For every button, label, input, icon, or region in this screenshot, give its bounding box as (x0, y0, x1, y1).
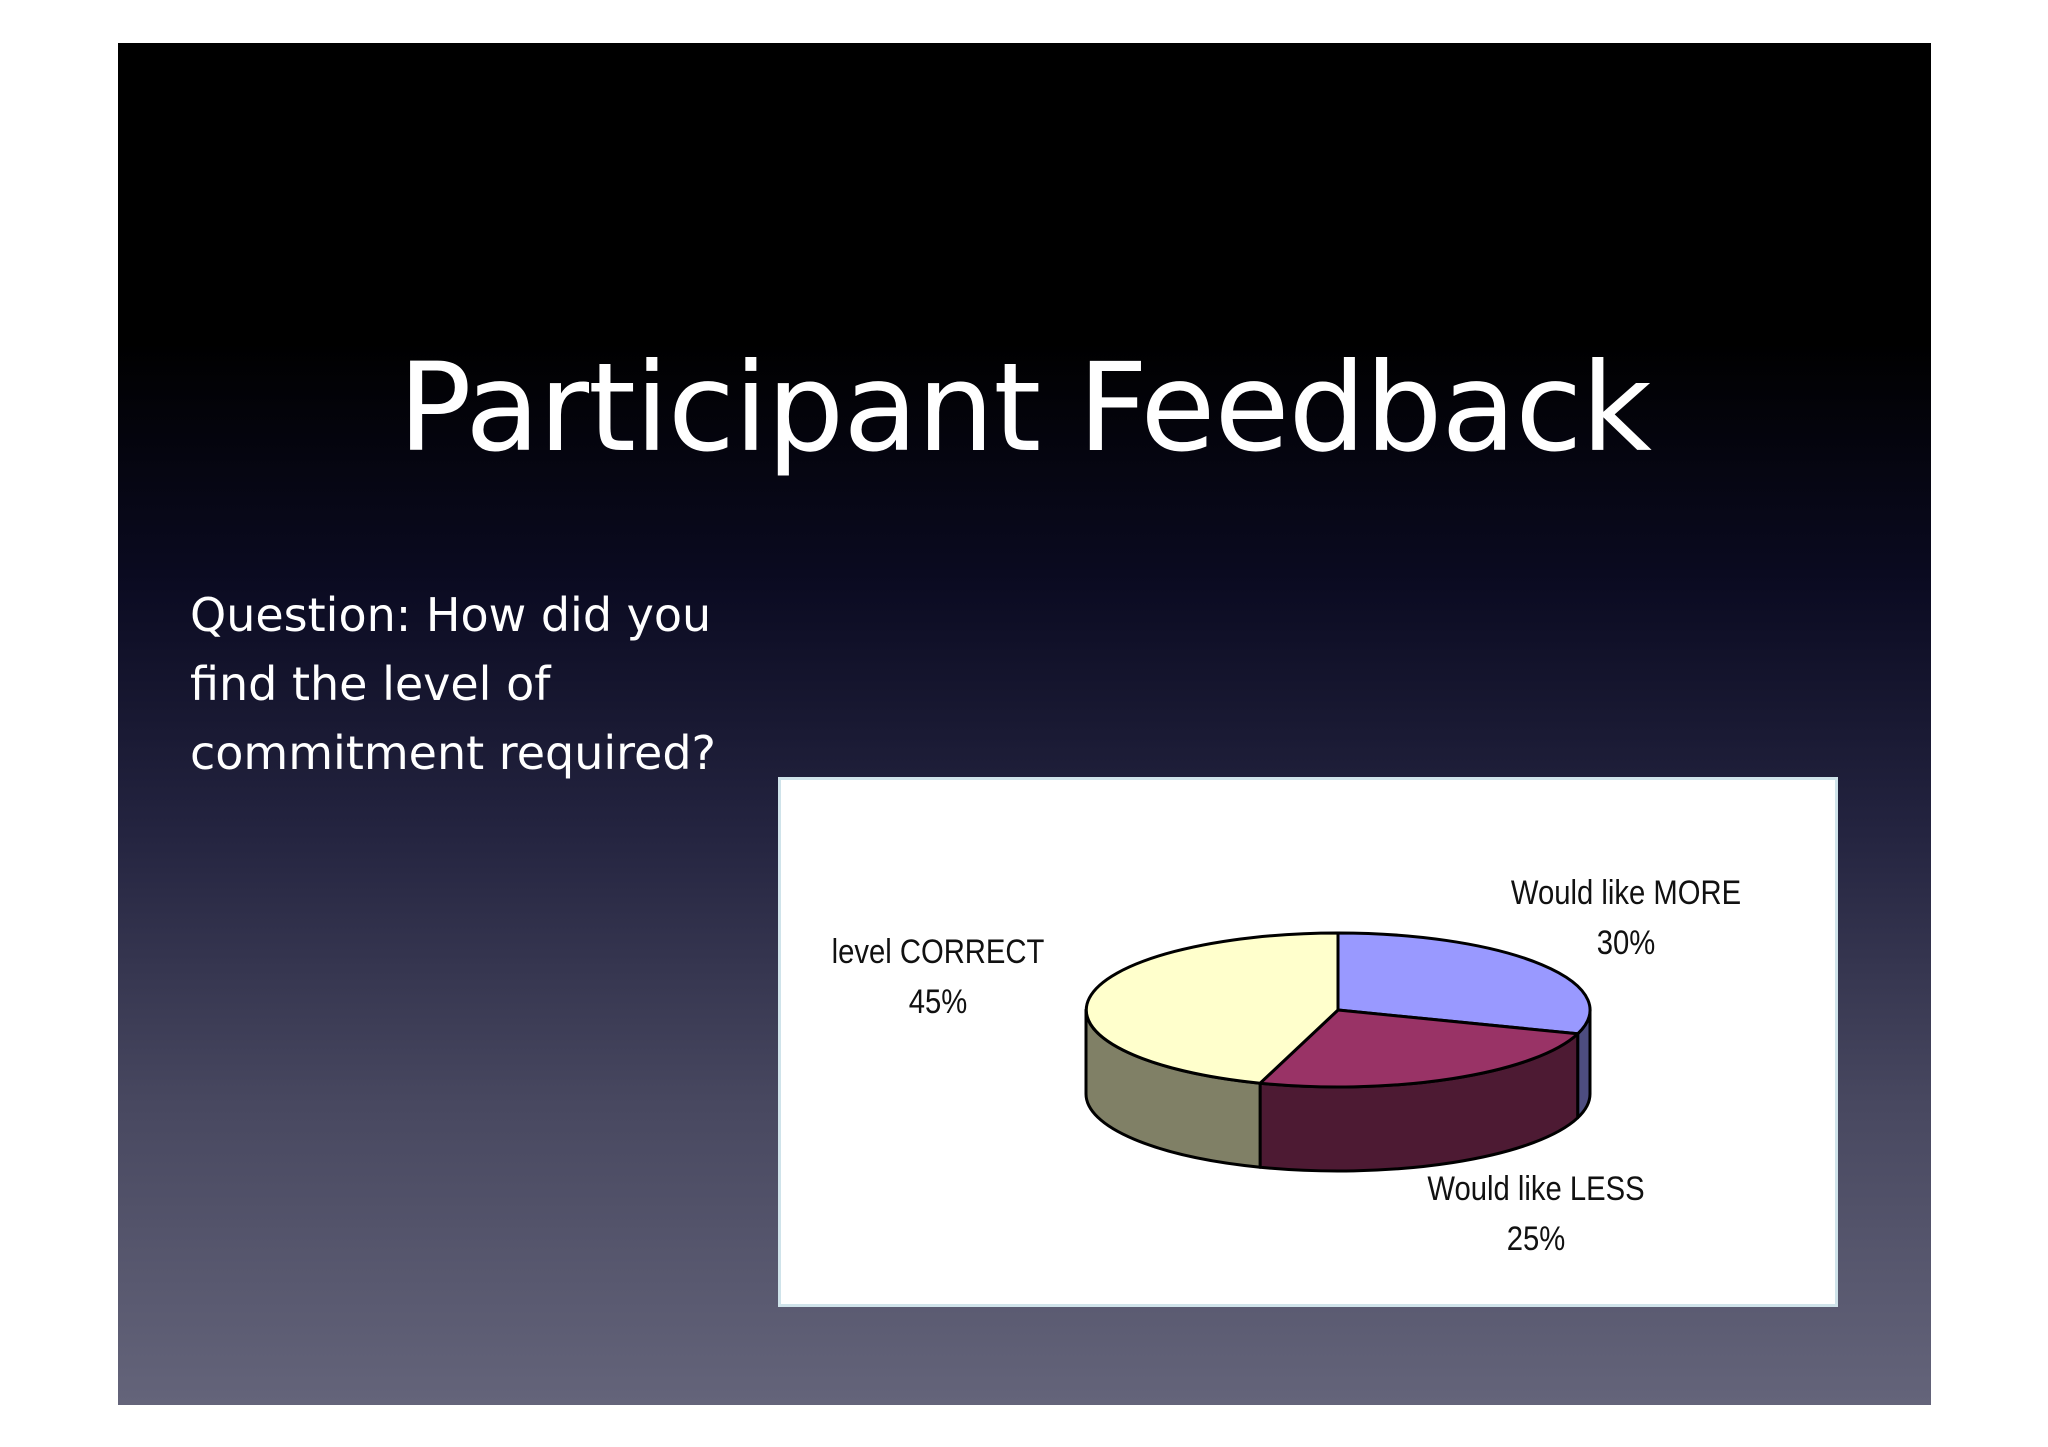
question-line-3: commitment required? (190, 726, 716, 780)
pie-slice-more (1336, 931, 1592, 1036)
pie-slice-less (1258, 1008, 1580, 1089)
slice-label-less-name: Would like LESS (1427, 1170, 1645, 1208)
slice-label-correct: level CORRECT 45% (831, 927, 1046, 1027)
question-line-1: Question: How did you (190, 588, 712, 642)
pie-chart-svg (1084, 931, 1592, 1173)
slice-label-less-value: 25% (1506, 1220, 1566, 1258)
pie-chart: Would like MORE 30% Would like LESS 25% … (778, 777, 1838, 1307)
slice-label-less: Would like LESS 25% (1416, 1164, 1657, 1264)
pie-slice-correct (1084, 931, 1340, 1085)
question-line-2: find the level of (190, 657, 551, 711)
slide-title: Participant Feedback (398, 337, 1652, 479)
slice-label-more-value: 30% (1596, 924, 1656, 962)
slide: Participant Feedback Question: How did y… (118, 43, 1931, 1405)
slice-label-more: Would like MORE 30% (1506, 868, 1747, 968)
question-text: Question: How did you find the level of … (190, 581, 830, 788)
slice-label-correct-value: 45% (908, 983, 968, 1021)
slice-label-more-name: Would like MORE (1510, 874, 1742, 912)
slice-label-correct-name: level CORRECT (831, 933, 1045, 971)
